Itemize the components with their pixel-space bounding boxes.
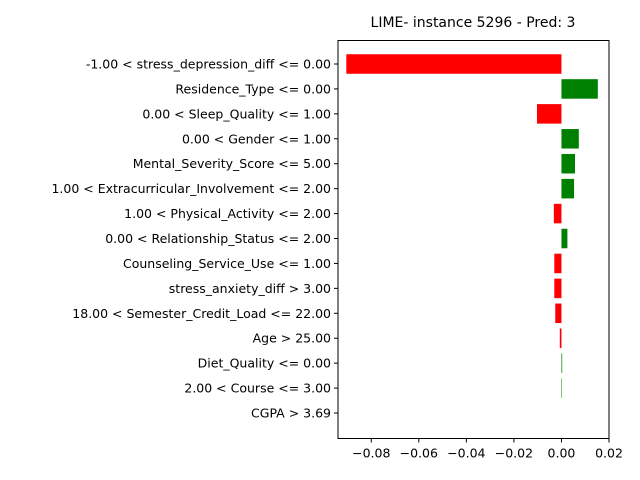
y-tick-label: 18.00 < Semester_Credit_Load <= 22.00 [72,306,331,321]
y-tick-label: 1.00 < Physical_Activity <= 2.00 [124,206,331,221]
bar [559,328,562,348]
bar [346,54,562,74]
y-tick-label: 1.00 < Extracurricular_Involvement <= 2.… [51,181,331,196]
y-tick-label: -1.00 < stress_depression_diff <= 0.00 [86,57,331,72]
y-axis: -1.00 < stress_depression_diff <= 0.00 Re… [51,57,338,421]
y-tick-label: Counseling_Service_Use <= 1.00 [123,256,331,271]
y-tick-label: Diet_Quality <= 0.00 [198,356,331,371]
bar [561,129,579,149]
y-tick-label: 0.00 < Sleep_Quality <= 1.00 [142,106,331,121]
bar [561,353,563,373]
bar [536,104,562,124]
y-tick-label: CGPA > 3.69 [251,406,331,421]
bar [561,228,568,249]
y-tick-label: 0.00 < Gender <= 1.00 [182,131,331,146]
bar [554,278,562,299]
y-tick-label: Mental_Severity_Score <= 5.00 [133,156,331,171]
y-tick-label: 0.00 < Relationship_Status <= 2.00 [105,231,331,246]
bar [553,203,562,224]
bar [561,153,576,174]
x-tick-label: 0.00 [548,446,576,461]
bar [561,178,575,199]
bar [555,303,562,324]
bar [561,79,598,99]
y-tick-label: 2.00 < Course <= 3.00 [184,381,331,396]
bars-group [346,54,598,423]
y-tick-label: Age > 25.00 [253,331,331,346]
chart-title: LIME- instance 5296 - Pred: 3 [371,15,576,31]
y-tick-label: stress_anxiety_diff > 3.00 [169,281,331,296]
y-tick-label: Residence_Type <= 0.00 [175,81,331,96]
x-tick-label: −0.08 [352,446,390,461]
bar [554,253,562,274]
x-axis: −0.08 −0.06 −0.04 −0.02 0.00 0.02 [352,438,623,461]
x-tick-label: 0.02 [595,446,623,461]
x-tick-label: −0.02 [495,446,533,461]
x-tick-label: −0.06 [400,446,438,461]
plot-frame [337,40,610,439]
x-tick-label: −0.04 [447,446,485,461]
